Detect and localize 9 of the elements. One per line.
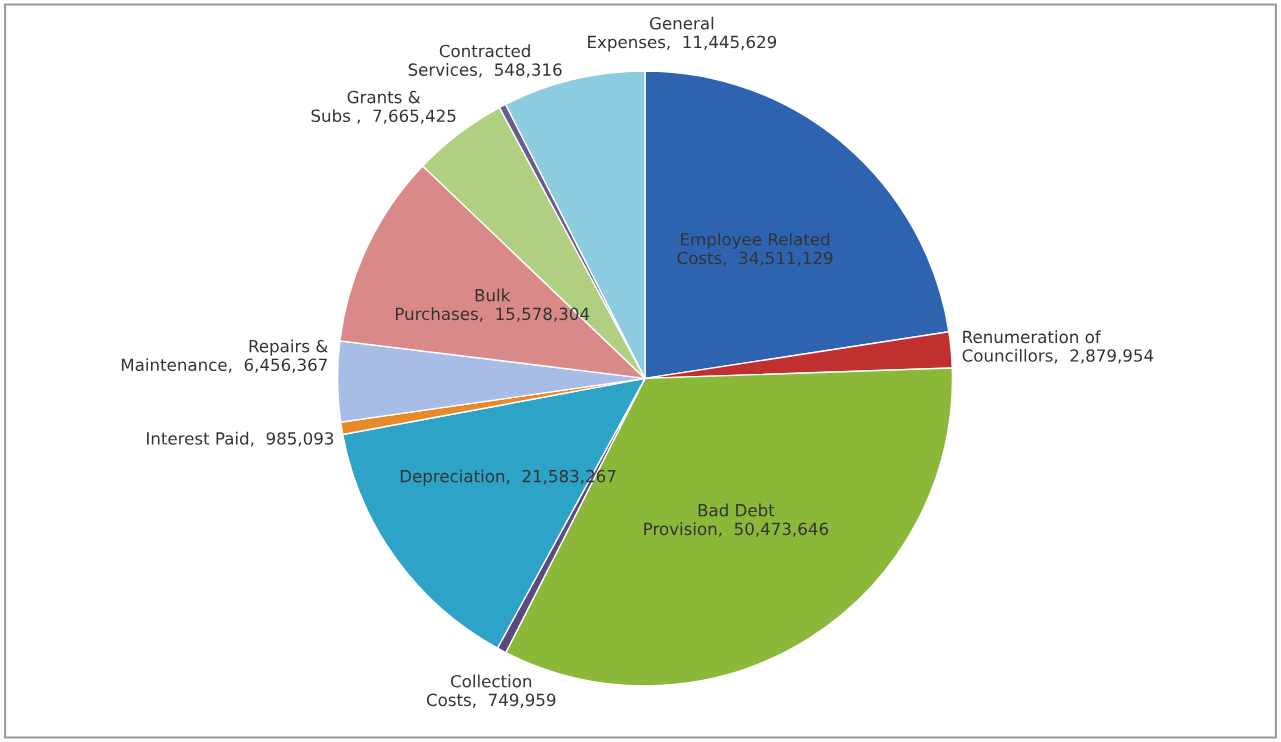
slice-label: Renumeration of Councillors, 2,879,954 [962,330,1154,364]
slice-label: Interest Paid, 985,093 [147,431,334,447]
slice-label: Employee Related Costs, 34,511,129 [677,232,833,266]
slice-label: Repairs & Maintenance, 6,456,367 [121,339,328,373]
slice-label: General Expenses, 11,445,629 [588,16,777,52]
slice-label: Bad Debt Provision, 50,473,646 [644,503,828,537]
slice-label: Contracted Services, 548,316 [408,44,562,78]
slice-label: Grants & Subs , 7,665,425 [311,90,456,124]
slice-label: Collection Costs, 749,959 [426,674,556,708]
